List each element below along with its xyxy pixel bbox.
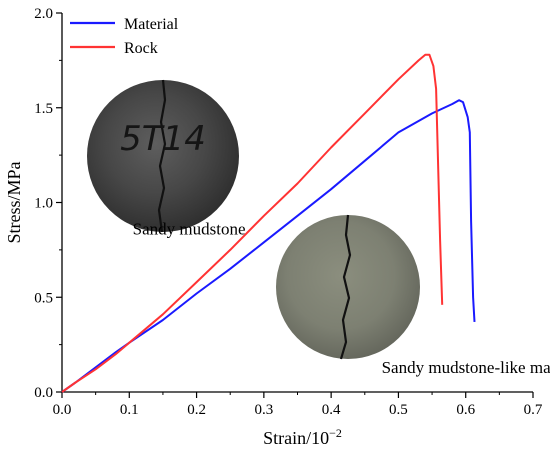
x-axis-title: Strain/10−2	[263, 426, 342, 448]
specimen-mark: 5T14	[120, 119, 206, 159]
x-tick-label: 0.7	[524, 402, 543, 418]
material-disc	[276, 215, 420, 359]
y-tick-label: 0.0	[34, 385, 53, 401]
axes	[56, 12, 534, 398]
material-photo	[276, 214, 420, 360]
x-tick-label: 0.5	[389, 402, 408, 418]
x-tick-label: 0.1	[120, 402, 139, 418]
sandy-mudstone-photo: 5T14	[87, 79, 239, 233]
mudstone-crack	[157, 79, 167, 233]
material-crack	[339, 214, 352, 360]
y-tick-label: 1.5	[34, 101, 53, 117]
y-tick-label: 2.0	[34, 6, 53, 22]
x-tick-label: 0.4	[322, 402, 341, 418]
y-tick-label: 1.0	[34, 196, 53, 212]
x-tick-label: 0.6	[456, 402, 475, 418]
series-layer	[61, 53, 476, 393]
x-axis-title-superscript: −2	[329, 426, 342, 440]
photo-label: Sandy mudstone-like material	[382, 358, 550, 377]
photo-label: Sandy mudstone	[133, 220, 246, 239]
legend-label: Material	[124, 16, 179, 33]
y-axis-title: Stress/MPa	[4, 161, 24, 243]
x-tick-label: 0.3	[254, 402, 273, 418]
legend-label: Rock	[124, 40, 158, 57]
y-tick-label: 0.5	[34, 290, 53, 306]
series-line-rock	[61, 53, 444, 393]
x-tick-label: 0.0	[53, 402, 72, 418]
x-tick-label: 0.2	[187, 402, 206, 418]
labels-layer: 0.0 0.1 0.2 0.3 0.4 0.5 0.6 0.7 0.0 0.5 1.0 1.5 2.0 S…	[4, 6, 550, 448]
